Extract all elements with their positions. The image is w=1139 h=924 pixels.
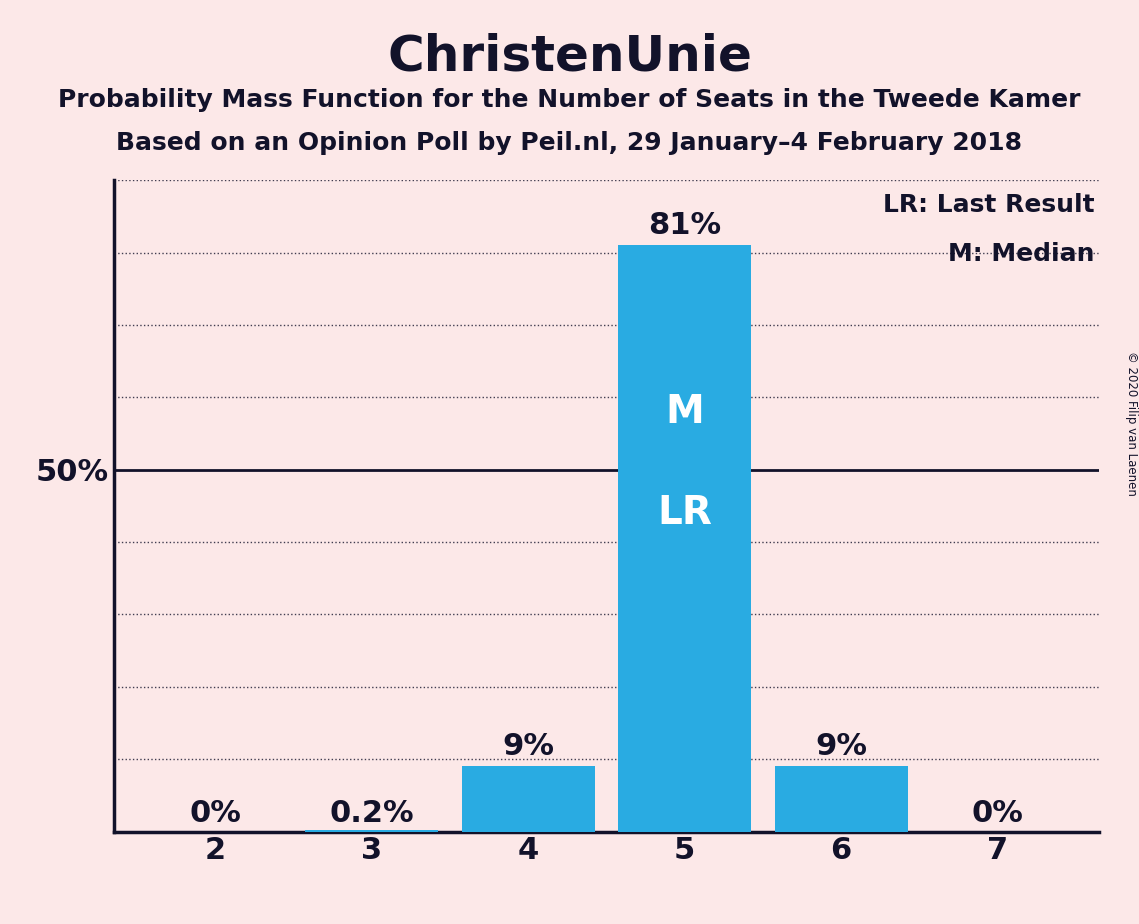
- Bar: [461, 767, 595, 832]
- Text: 9%: 9%: [816, 732, 867, 760]
- Text: LR: Last Result: LR: Last Result: [883, 193, 1095, 217]
- Text: M: Median: M: Median: [948, 242, 1095, 266]
- Text: Probability Mass Function for the Number of Seats in the Tweede Kamer: Probability Mass Function for the Number…: [58, 88, 1081, 112]
- Bar: [305, 830, 439, 832]
- Text: 0%: 0%: [189, 799, 241, 828]
- Text: 0%: 0%: [972, 799, 1024, 828]
- Text: © 2020 Filip van Laenen: © 2020 Filip van Laenen: [1124, 351, 1138, 496]
- Text: LR: LR: [657, 494, 712, 532]
- Text: M: M: [665, 393, 704, 431]
- Text: 0.2%: 0.2%: [329, 799, 415, 828]
- Text: ChristenUnie: ChristenUnie: [387, 32, 752, 80]
- Text: Based on an Opinion Poll by Peil.nl, 29 January–4 February 2018: Based on an Opinion Poll by Peil.nl, 29 …: [116, 131, 1023, 155]
- Text: 9%: 9%: [502, 732, 555, 760]
- Bar: [618, 245, 752, 832]
- Text: 81%: 81%: [648, 211, 721, 239]
- Bar: [775, 767, 908, 832]
